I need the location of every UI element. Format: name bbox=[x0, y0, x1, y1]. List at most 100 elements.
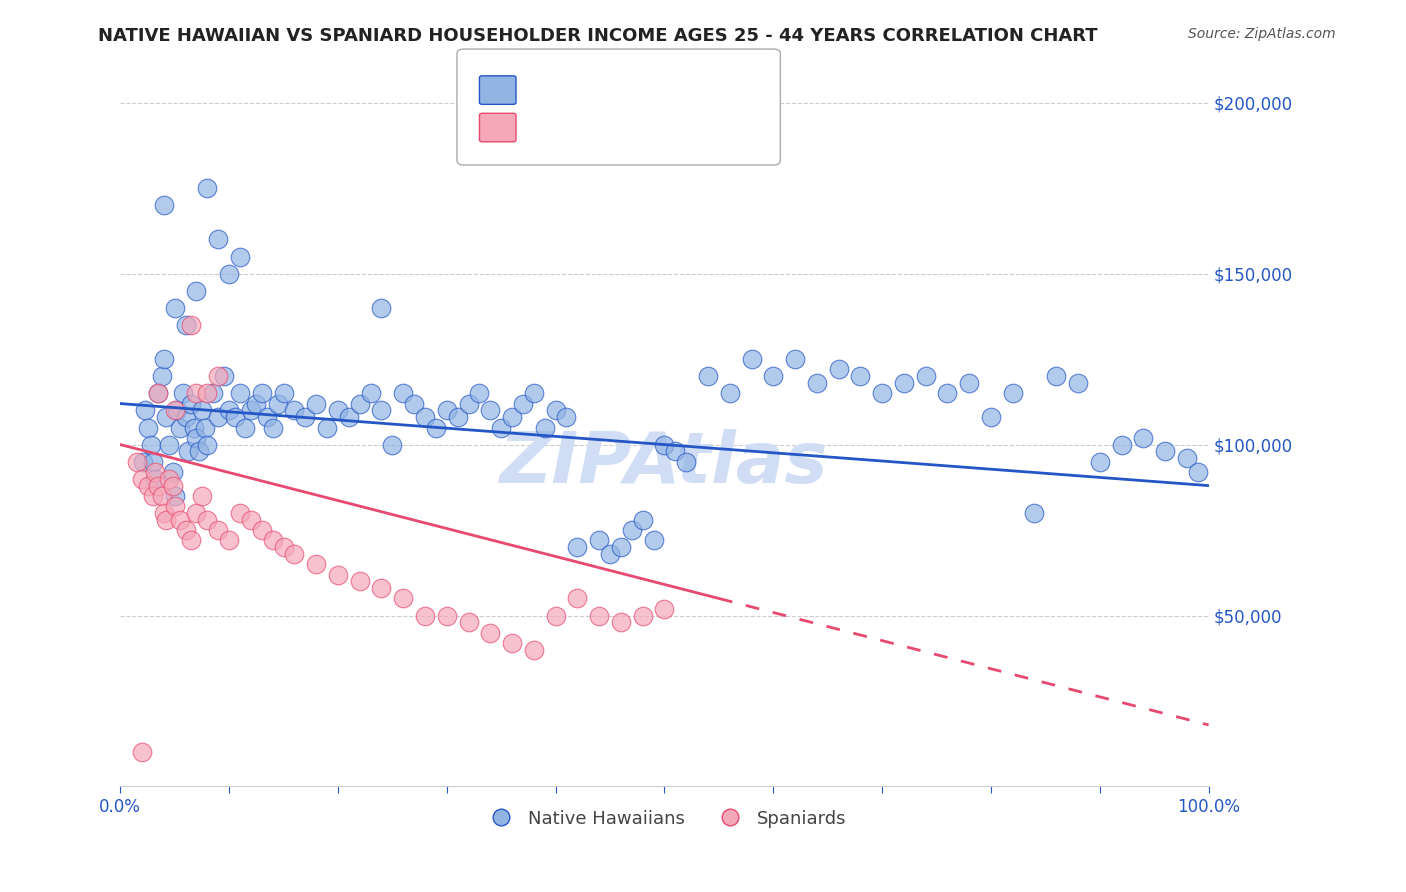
Point bbox=[256, 410, 278, 425]
Point bbox=[177, 444, 200, 458]
Point bbox=[523, 642, 546, 657]
Text: 108: 108 bbox=[650, 82, 682, 96]
Point bbox=[136, 420, 159, 434]
Point bbox=[567, 540, 589, 554]
Text: R =: R = bbox=[516, 120, 550, 134]
Point bbox=[191, 403, 214, 417]
Point bbox=[162, 465, 184, 479]
Point bbox=[207, 410, 229, 425]
Point bbox=[139, 437, 162, 451]
Point bbox=[1024, 506, 1046, 520]
Point bbox=[620, 523, 643, 537]
Point bbox=[250, 386, 273, 401]
Point bbox=[893, 376, 915, 390]
Text: R = -0.135   N = 108: R = -0.135 N = 108 bbox=[481, 82, 650, 96]
Point bbox=[479, 403, 502, 417]
Point bbox=[588, 533, 610, 548]
Point bbox=[675, 455, 697, 469]
Point bbox=[163, 489, 186, 503]
Point bbox=[555, 410, 578, 425]
Text: N =: N = bbox=[614, 120, 648, 134]
Legend: Native Hawaiians, Spaniards: Native Hawaiians, Spaniards bbox=[475, 803, 853, 835]
Point bbox=[174, 318, 197, 332]
Point bbox=[207, 523, 229, 537]
Point bbox=[207, 232, 229, 246]
Point bbox=[349, 574, 371, 589]
Point bbox=[212, 369, 235, 384]
Point bbox=[468, 386, 491, 401]
Point bbox=[337, 410, 360, 425]
Point bbox=[457, 396, 479, 410]
Point bbox=[294, 410, 316, 425]
Text: R =: R = bbox=[516, 82, 550, 96]
Point bbox=[218, 267, 240, 281]
Point bbox=[392, 591, 415, 606]
Point bbox=[143, 465, 166, 479]
Point bbox=[191, 489, 214, 503]
Point bbox=[305, 558, 328, 572]
Point bbox=[131, 745, 153, 759]
Point bbox=[425, 420, 447, 434]
Point bbox=[1187, 465, 1209, 479]
Point bbox=[142, 489, 165, 503]
Point bbox=[153, 352, 176, 367]
Point bbox=[762, 369, 785, 384]
Point bbox=[544, 403, 567, 417]
Point bbox=[235, 420, 257, 434]
Point bbox=[316, 420, 339, 434]
Point bbox=[186, 284, 208, 298]
Point bbox=[148, 386, 170, 401]
Point bbox=[501, 410, 523, 425]
Point bbox=[148, 478, 170, 492]
Point bbox=[169, 513, 191, 527]
Point bbox=[1132, 431, 1154, 445]
Point bbox=[1111, 437, 1133, 451]
Point bbox=[187, 444, 209, 458]
Point bbox=[125, 455, 148, 469]
Point bbox=[174, 523, 197, 537]
Point bbox=[370, 301, 392, 315]
Point bbox=[631, 513, 654, 527]
Point bbox=[654, 601, 676, 615]
Point bbox=[404, 396, 426, 410]
Point bbox=[131, 472, 153, 486]
Point bbox=[512, 396, 534, 410]
Point bbox=[457, 615, 479, 630]
Point bbox=[914, 369, 936, 384]
Point bbox=[870, 386, 893, 401]
Point bbox=[370, 581, 392, 595]
Point bbox=[827, 362, 849, 376]
Point bbox=[697, 369, 720, 384]
Point bbox=[643, 533, 665, 548]
Point bbox=[174, 410, 197, 425]
Point bbox=[489, 420, 512, 434]
Point bbox=[136, 478, 159, 492]
Point bbox=[262, 533, 284, 548]
Point bbox=[180, 318, 202, 332]
Point bbox=[180, 396, 202, 410]
Point bbox=[360, 386, 382, 401]
Point bbox=[273, 540, 295, 554]
Point bbox=[166, 403, 188, 417]
Point bbox=[218, 403, 240, 417]
Point bbox=[162, 478, 184, 492]
Point bbox=[957, 376, 980, 390]
Point bbox=[610, 540, 633, 554]
Point bbox=[239, 403, 262, 417]
Point bbox=[533, 420, 555, 434]
Point bbox=[610, 615, 633, 630]
Point bbox=[143, 472, 166, 486]
Point bbox=[142, 455, 165, 469]
Point bbox=[239, 513, 262, 527]
Point bbox=[229, 250, 252, 264]
Point bbox=[654, 437, 676, 451]
Text: -0.135: -0.135 bbox=[560, 82, 614, 96]
Point bbox=[479, 625, 502, 640]
Point bbox=[305, 396, 328, 410]
Point bbox=[381, 437, 404, 451]
Point bbox=[349, 396, 371, 410]
Text: Source: ZipAtlas.com: Source: ZipAtlas.com bbox=[1188, 27, 1336, 41]
Point bbox=[183, 420, 205, 434]
Point bbox=[283, 403, 305, 417]
Point bbox=[262, 420, 284, 434]
